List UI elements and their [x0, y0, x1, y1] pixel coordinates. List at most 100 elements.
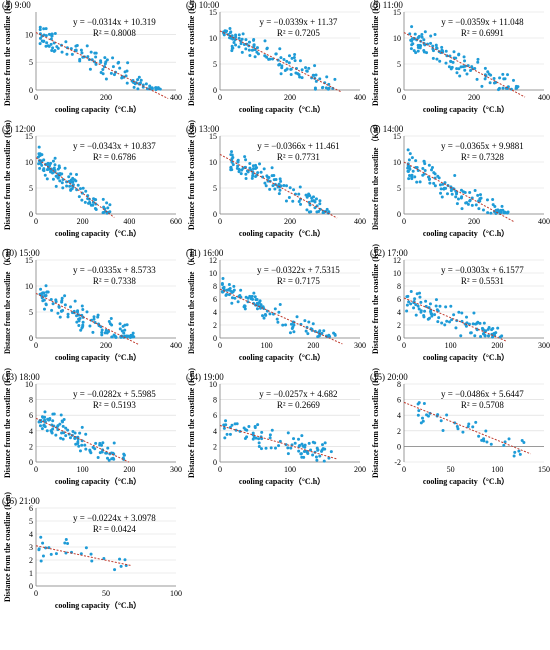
y-tick-label: 15: [393, 8, 401, 17]
regression-equation: y = −0.0343x + 10.837: [73, 141, 156, 151]
data-point: [61, 308, 65, 312]
data-point: [410, 156, 414, 160]
data-point: [271, 184, 275, 188]
data-point: [88, 324, 92, 328]
data-point: [458, 74, 462, 78]
data-point: [132, 85, 136, 89]
data-point: [318, 329, 322, 333]
chart-panel: (16) 21:00 0 1 2 3 4 5 6 0 50 100 cooling capacity（…: [2, 492, 182, 610]
data-point: [440, 45, 444, 49]
data-point: [80, 425, 84, 429]
data-point: [229, 30, 233, 34]
data-point: [51, 419, 55, 423]
data-point: [107, 458, 111, 462]
data-point: [112, 73, 116, 77]
data-point: [407, 177, 411, 181]
data-point: [243, 307, 247, 311]
data-point: [79, 328, 83, 332]
data-point: [85, 310, 89, 314]
y-axis-label: Distance from the coastline (Km): [3, 120, 12, 230]
data-point: [242, 426, 246, 430]
data-point: [60, 50, 64, 54]
data-point: [311, 440, 315, 444]
data-point: [285, 59, 289, 63]
data-point: [75, 188, 79, 192]
data-point: [118, 66, 122, 70]
data-point: [69, 305, 73, 309]
data-point: [94, 207, 98, 211]
data-point: [250, 176, 254, 180]
data-point: [434, 298, 438, 302]
data-point: [502, 443, 506, 447]
data-point: [262, 307, 266, 311]
data-point: [110, 335, 114, 339]
r-squared: R² = 0.6991: [461, 28, 504, 38]
data-point: [482, 321, 486, 325]
y-tick-label: 10: [209, 380, 217, 389]
data-point: [299, 452, 303, 456]
chart-title: (16) 21:00: [2, 496, 40, 506]
data-point: [406, 169, 410, 173]
chart-title: (10) 15:00: [2, 248, 40, 258]
data-point: [92, 315, 96, 319]
data-point: [425, 51, 429, 55]
data-point: [410, 177, 414, 181]
chart-title: (6) 11:00: [370, 0, 403, 10]
data-point: [313, 64, 317, 68]
data-point: [45, 429, 49, 433]
regression-equation: y = −0.0486x + 5.6447: [441, 389, 524, 399]
data-point: [418, 43, 422, 47]
data-point: [416, 402, 420, 406]
y-tick-label: 0: [29, 458, 33, 467]
y-tick-label: -2: [394, 458, 401, 467]
regression-equation: y = −0.0339x + 11.37: [259, 17, 337, 27]
data-point: [459, 334, 463, 338]
data-point: [418, 180, 422, 184]
data-point: [125, 323, 129, 327]
data-point: [288, 331, 292, 335]
data-point: [94, 62, 98, 66]
data-point: [285, 184, 289, 188]
x-tick-label: 0: [218, 93, 222, 102]
data-point: [61, 424, 65, 428]
x-tick-label: 200: [100, 341, 112, 350]
data-point: [512, 454, 516, 458]
data-point: [89, 203, 93, 207]
data-point: [41, 415, 45, 419]
data-point: [230, 150, 234, 154]
data-point: [317, 209, 321, 213]
data-point: [118, 557, 122, 561]
data-point: [478, 199, 482, 203]
data-point: [137, 75, 141, 79]
data-point: [54, 433, 58, 437]
data-point: [74, 442, 78, 446]
data-point: [257, 441, 261, 445]
data-point: [444, 49, 448, 53]
data-point: [131, 331, 135, 335]
data-point: [407, 300, 411, 304]
data-point: [479, 193, 483, 197]
data-point: [413, 32, 417, 36]
data-point: [248, 161, 252, 165]
x-tick-label: 0: [402, 217, 406, 226]
data-point: [419, 309, 423, 313]
data-point: [250, 48, 254, 52]
data-point: [325, 75, 329, 79]
data-point: [411, 169, 415, 173]
data-point: [81, 307, 85, 311]
data-point: [436, 174, 440, 178]
data-point: [61, 186, 65, 190]
data-point: [281, 323, 285, 327]
data-point: [238, 429, 242, 433]
data-point: [410, 25, 414, 29]
data-point: [443, 323, 447, 327]
data-point: [227, 283, 231, 287]
data-point: [498, 76, 502, 80]
data-point: [54, 174, 58, 178]
y-axis-label: Distance from the coastline （Km）: [186, 244, 196, 354]
data-point: [50, 49, 54, 53]
x-tick-label: 0: [402, 93, 406, 102]
data-point: [118, 327, 122, 331]
data-point: [431, 44, 435, 48]
data-point: [288, 186, 292, 190]
